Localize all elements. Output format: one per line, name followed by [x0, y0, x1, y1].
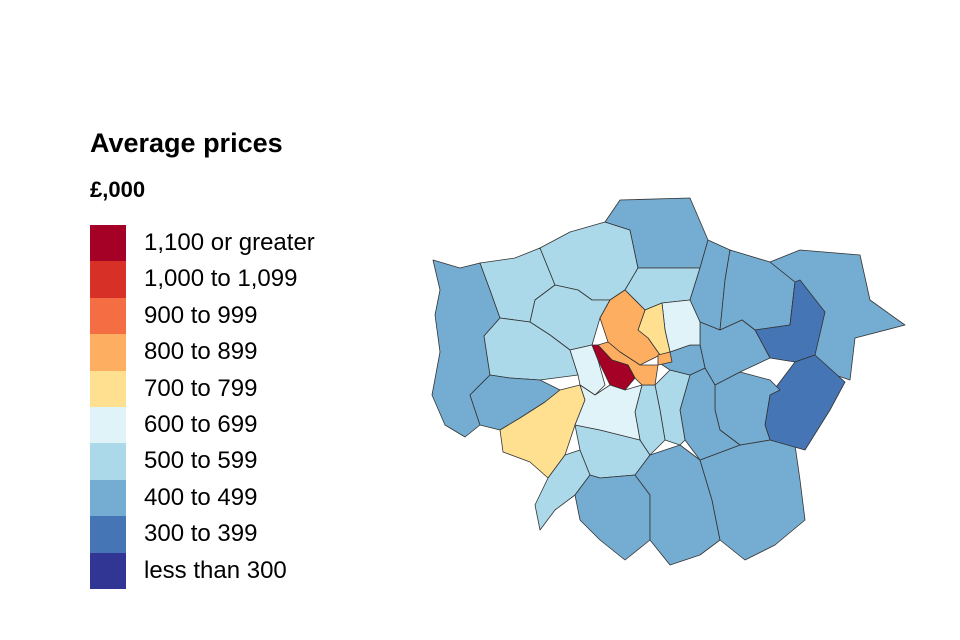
legend-swatch: [90, 370, 126, 407]
legend-swatch: [90, 334, 126, 371]
map-area-croydon: [634, 444, 721, 566]
legend-item: less than 300: [90, 552, 390, 589]
legend-label: 800 to 899: [144, 338, 258, 366]
legend-label: 300 to 399: [144, 520, 258, 548]
legend-swatch: [90, 225, 126, 262]
legend-label: 400 to 499: [144, 483, 258, 511]
map-area-wandsworth: [574, 384, 643, 441]
legend-swatch: [90, 261, 126, 298]
legend-label: less than 300: [144, 556, 287, 584]
legend-item: 1,000 to 1,099: [90, 261, 390, 298]
map-area-city-of-london: [657, 351, 673, 366]
legend-swatch: [90, 479, 126, 517]
legend-label: 500 to 599: [144, 447, 258, 475]
london-choropleth-map: [431, 197, 906, 566]
legend-items: 1,100 or greater 1,000 to 1,099 900 to 9…: [90, 225, 390, 589]
legend-item: 400 to 499: [90, 479, 390, 517]
legend-item: 800 to 899: [90, 334, 390, 371]
legend-label: 1,100 or greater: [144, 229, 315, 256]
legend-item: 600 to 699: [90, 406, 390, 444]
legend-item: 300 to 399: [90, 516, 390, 553]
legend-swatch: [90, 516, 126, 553]
legend-item: 500 to 599: [90, 443, 390, 480]
map-area-kensington-chelsea: [591, 344, 636, 391]
legend-swatch: [90, 552, 126, 589]
legend-item: 900 to 999: [90, 297, 390, 335]
map-area-sutton: [574, 474, 651, 561]
legend-unit: £,000: [90, 177, 146, 202]
legend-swatch: [90, 406, 126, 444]
legend-label: 900 to 999: [144, 301, 258, 329]
legend-label: 700 to 799: [144, 374, 258, 402]
legend-swatch: [90, 297, 126, 335]
legend-swatch: [90, 443, 126, 480]
legend-item: 1,100 or greater: [90, 225, 390, 262]
legend-title: Average prices: [90, 128, 283, 158]
legend-label: 600 to 699: [144, 410, 258, 438]
legend-label: 1,000 to 1,099: [144, 265, 298, 293]
legend-item: 700 to 799: [90, 370, 390, 407]
